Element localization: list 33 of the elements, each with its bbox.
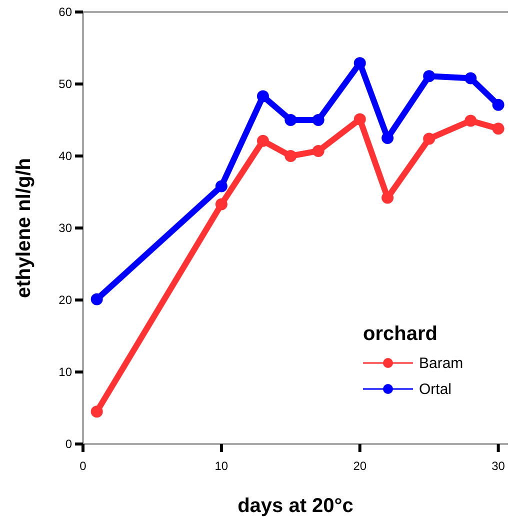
- point: [256, 90, 269, 102]
- x-tick-label: 30: [492, 459, 506, 473]
- point: [90, 406, 103, 418]
- point: [492, 122, 504, 135]
- x-tick-label: 0: [80, 459, 87, 473]
- y-tick-label: 10: [58, 365, 72, 379]
- y-tick-label: 60: [58, 5, 72, 19]
- x-tick-label: 10: [214, 459, 228, 473]
- point: [215, 198, 228, 210]
- point: [423, 70, 436, 82]
- y-tick-label: 30: [58, 221, 72, 235]
- y-tick-label: 20: [58, 293, 72, 307]
- y-axis-title: ethylene nl/g/h: [13, 158, 35, 298]
- point: [215, 180, 228, 192]
- y-tick-label: 0: [65, 437, 72, 451]
- y-tick-label: 50: [58, 77, 72, 91]
- legend-label: Ortal: [419, 381, 452, 398]
- point: [354, 113, 366, 126]
- y-tick-label: 40: [58, 149, 72, 163]
- point: [464, 72, 477, 84]
- point: [423, 132, 436, 145]
- point: [90, 293, 103, 306]
- point: [256, 134, 269, 147]
- legend-label: Baram: [419, 355, 464, 372]
- point: [492, 98, 504, 111]
- legend-title: orchard: [363, 323, 438, 345]
- point: [284, 150, 297, 162]
- point: [312, 114, 324, 126]
- point: [284, 114, 297, 126]
- x-tick-label: 20: [353, 459, 367, 473]
- x-axis-title: days at 20°c: [238, 495, 354, 517]
- point: [312, 144, 324, 157]
- point: [464, 114, 477, 127]
